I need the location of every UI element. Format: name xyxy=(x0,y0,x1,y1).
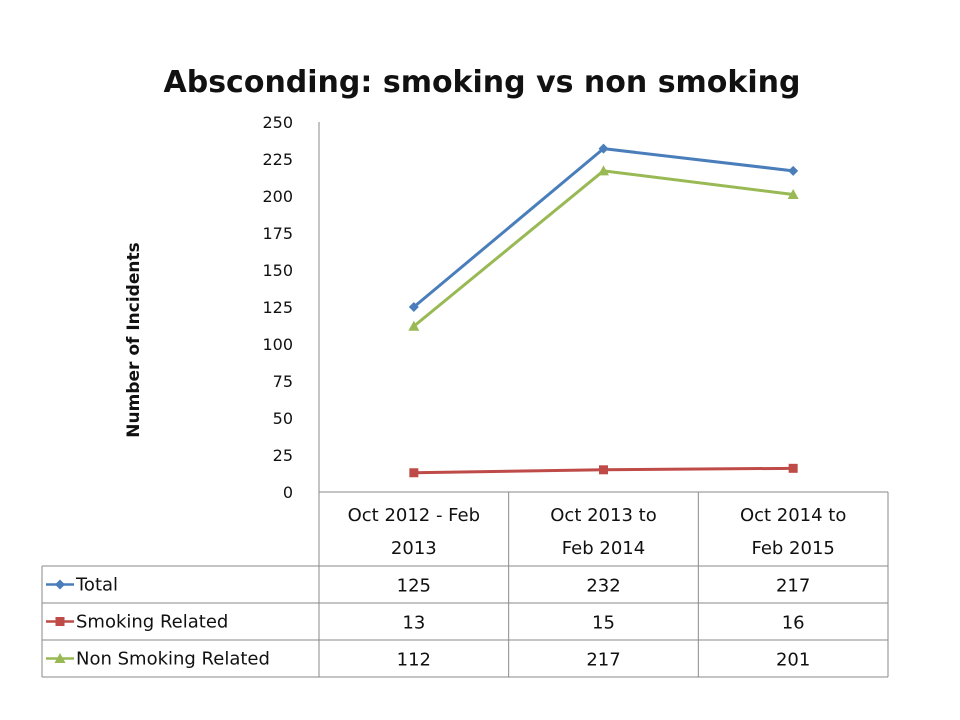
table-cell-value: 201 xyxy=(776,650,810,671)
diamond-marker xyxy=(788,165,799,176)
x-category-label: Feb 2014 xyxy=(562,538,645,559)
chart-title: Absconding: smoking vs non smoking xyxy=(164,65,801,100)
table-cell-value: 217 xyxy=(586,650,620,671)
x-category-label: 2013 xyxy=(391,538,437,559)
square-marker xyxy=(409,468,419,478)
y-tick-label: 125 xyxy=(262,298,293,317)
table-cell-value: 125 xyxy=(397,576,431,597)
table-cell-value: 232 xyxy=(586,576,620,597)
y-tick-label: 250 xyxy=(262,113,293,132)
x-category-label: Feb 2015 xyxy=(751,538,834,559)
x-category-label: Oct 2012 - Feb xyxy=(348,505,480,526)
diamond-marker xyxy=(598,143,609,154)
y-tick-label: 175 xyxy=(262,224,293,243)
series-line xyxy=(412,169,794,328)
y-tick-label: 150 xyxy=(262,261,293,280)
y-axis-label: Number of Incidents xyxy=(124,242,144,437)
triangle-marker xyxy=(598,165,609,176)
triangle-marker xyxy=(787,189,799,200)
square-marker xyxy=(788,463,798,473)
table-cell-value: 16 xyxy=(782,613,805,634)
legend-entry: Non Smoking Related xyxy=(76,649,270,670)
plot-area xyxy=(408,143,799,478)
table-cell-value: 13 xyxy=(402,613,425,634)
square-marker xyxy=(599,465,608,475)
y-tick-label: 200 xyxy=(262,187,293,206)
diamond-marker xyxy=(408,302,419,312)
x-category-label: Oct 2013 to xyxy=(550,505,656,526)
y-tick-label: 50 xyxy=(273,409,293,428)
triangle-marker xyxy=(408,320,420,331)
diamond-marker xyxy=(55,579,65,590)
table-cell-value: 15 xyxy=(592,613,615,634)
square-marker xyxy=(55,617,65,626)
triangle-marker xyxy=(54,653,66,663)
table-cell-value: 112 xyxy=(397,650,431,671)
y-tick-label: 225 xyxy=(262,150,293,169)
data-table: Oct 2012 - Feb 2013 Oct 2013 to Feb 2014 Oct… xyxy=(41,491,889,678)
x-category-label: Oct 2014 to xyxy=(740,505,846,526)
y-tick-label: 100 xyxy=(262,335,293,354)
y-tick-label: 0 xyxy=(283,483,293,502)
table-cell-value: 217 xyxy=(776,576,810,597)
y-tick-label: 25 xyxy=(273,446,293,465)
legend-entry: Total xyxy=(75,575,118,596)
y-axis-ticks: 0 25 50 75 100 125 150 175 200 225 250 xyxy=(262,113,293,502)
legend-entry: Smoking Related xyxy=(76,612,228,633)
y-tick-label: 75 xyxy=(273,372,293,391)
